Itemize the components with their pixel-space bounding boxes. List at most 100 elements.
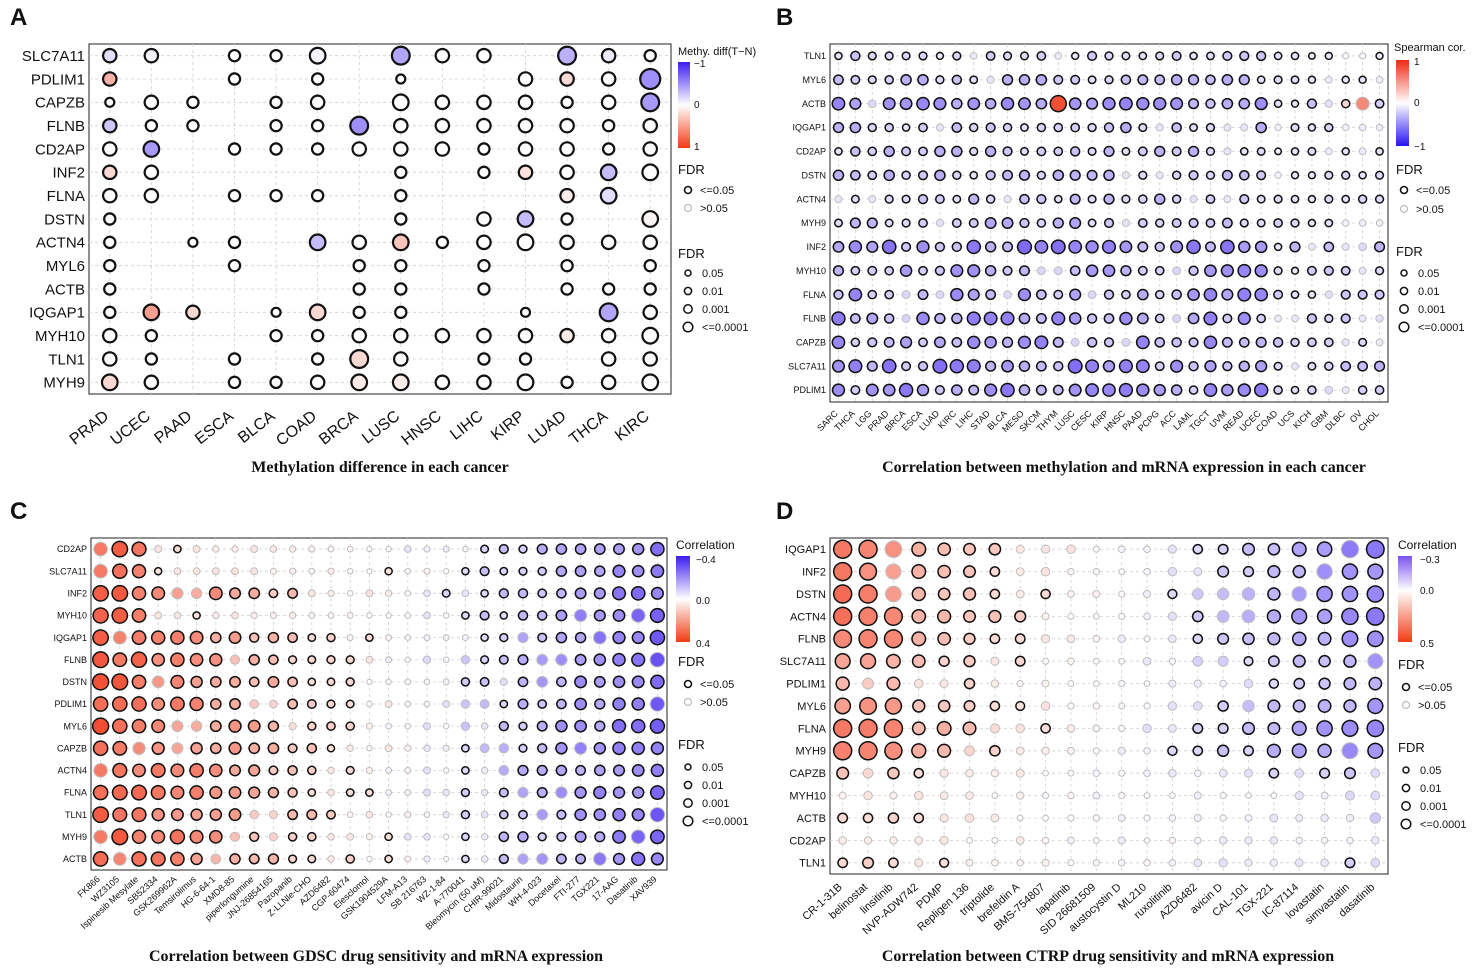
panel-a-row-label: MYH10	[35, 328, 85, 345]
panel-d-dot	[1042, 769, 1049, 777]
panel-a-dot	[352, 305, 366, 320]
panel-b-dot	[1254, 264, 1268, 278]
panel-a-nonsig-label: >0.05	[700, 203, 728, 215]
panel-d-dot	[1014, 633, 1026, 645]
panel-c-dot	[91, 717, 110, 735]
panel-c-dot	[384, 854, 393, 864]
panel-b-dot	[1086, 313, 1098, 324]
panel-b-dot	[1052, 336, 1064, 348]
panel-d-dot	[832, 561, 853, 582]
panel-c-row-label: MYH9	[62, 832, 87, 842]
panel-d-dot	[1341, 563, 1359, 580]
panel-c-row-label: ACTB	[63, 854, 87, 864]
panel-d-dot	[1118, 568, 1126, 575]
panel-b-dot	[883, 145, 895, 158]
panel-b-dot	[1374, 98, 1385, 109]
panel-a-row-label: TLN1	[48, 351, 85, 368]
panel-c-dot	[170, 630, 185, 645]
panel-b-dot	[1341, 194, 1351, 204]
panel-b-dot	[1186, 239, 1201, 255]
panel-b-dot	[1307, 123, 1317, 132]
panel-c-dot	[150, 851, 166, 867]
panel-b-dot	[1154, 218, 1165, 228]
panel-c-dot	[248, 764, 261, 777]
panel-c-dot	[229, 698, 241, 710]
panel-b-dot	[866, 360, 878, 372]
panel-d-dot	[885, 653, 901, 669]
panel-b-dot	[1068, 312, 1082, 325]
panel-a-dot	[227, 142, 242, 156]
panel-c-dot	[593, 587, 606, 600]
panel-c-dot	[346, 832, 355, 841]
panel-d-dot	[1317, 699, 1332, 713]
panel-b-dot	[1187, 288, 1200, 302]
panel-b-dot	[901, 194, 911, 204]
panel-c-dot	[154, 545, 163, 554]
panel-a-row-label: FLNA	[47, 188, 85, 205]
panel-c-dot	[307, 677, 317, 687]
panel-a-dot	[392, 117, 409, 134]
panel-d-fdr-title-1: FDR	[1398, 657, 1425, 672]
panel-c-dot	[612, 829, 626, 844]
panel-b-dot	[934, 312, 946, 325]
panel-a-dot	[144, 352, 159, 366]
panel-c-dot	[306, 698, 317, 710]
panel-b-dot	[935, 123, 944, 132]
panel-c-dot	[170, 851, 185, 867]
panel-c-row-label: CAPZB	[57, 743, 87, 753]
panel-d-dot	[911, 564, 927, 580]
panel-d-dot	[1217, 722, 1229, 735]
panel-b-dot	[1070, 122, 1081, 133]
panel-c-dot	[289, 567, 297, 575]
panel-c-dot	[612, 630, 626, 645]
panel-b-dot	[1086, 169, 1098, 181]
panel-d-dot	[1092, 634, 1101, 643]
panel-b-dot	[1342, 52, 1350, 60]
panel-c-dot	[190, 587, 203, 600]
panel-d-dot	[1243, 678, 1254, 689]
panel-b-dot	[934, 241, 946, 253]
panel-d-dot	[989, 633, 1001, 645]
panel-b-dot	[951, 145, 963, 158]
panel-c-dot	[423, 811, 431, 818]
panel-a-dot	[392, 351, 409, 367]
panel-c-dot	[92, 784, 109, 801]
panel-d-dot	[965, 768, 974, 778]
panel-b-dot	[831, 359, 845, 373]
panel-d-dot	[1092, 680, 1100, 687]
panel-a-dot	[349, 115, 370, 136]
panel-a-sig-label: <=0.05	[700, 185, 734, 197]
panel-b-dot	[849, 313, 861, 324]
panel-c-row-label: CD2AP	[57, 544, 87, 554]
panel-d-dot	[1092, 747, 1100, 755]
panel-b-dot	[1170, 359, 1184, 373]
panel-a-dot	[642, 351, 659, 367]
panel-a-dot	[101, 164, 118, 181]
panel-c-dot	[92, 740, 109, 757]
panel-a-legend-title: Methy. diff(T−N)	[678, 46, 756, 58]
panel-c-dot	[404, 612, 412, 619]
panel-b-dot	[832, 169, 845, 182]
panel-a-dot	[600, 234, 617, 251]
panel-b-dot	[935, 75, 945, 85]
panel-a-dot	[269, 375, 283, 390]
panel-d-size-marker-1	[1402, 766, 1410, 774]
panel-d-dot	[1242, 565, 1255, 578]
panel-d-dot	[887, 766, 900, 780]
panel-a-dot	[642, 304, 659, 321]
panel-d-dot	[991, 858, 999, 867]
panel-b-dot	[1324, 194, 1334, 204]
panel-d-dot	[1295, 836, 1303, 845]
panel-a-dot	[394, 258, 408, 273]
panel-d-dot	[1143, 837, 1151, 844]
panel-c-dot	[111, 584, 129, 602]
panel-c-dot	[555, 653, 568, 666]
panel-a-row-label: DSTN	[44, 211, 85, 228]
panel-d-dot	[1015, 700, 1026, 712]
panel-b-dot	[867, 51, 877, 61]
panel-d-dot	[1117, 545, 1126, 554]
panel-b-dot	[1136, 96, 1150, 111]
panel-c-dot	[326, 677, 336, 687]
panel-a-dot	[310, 118, 325, 133]
panel-b-dot	[1120, 74, 1132, 86]
